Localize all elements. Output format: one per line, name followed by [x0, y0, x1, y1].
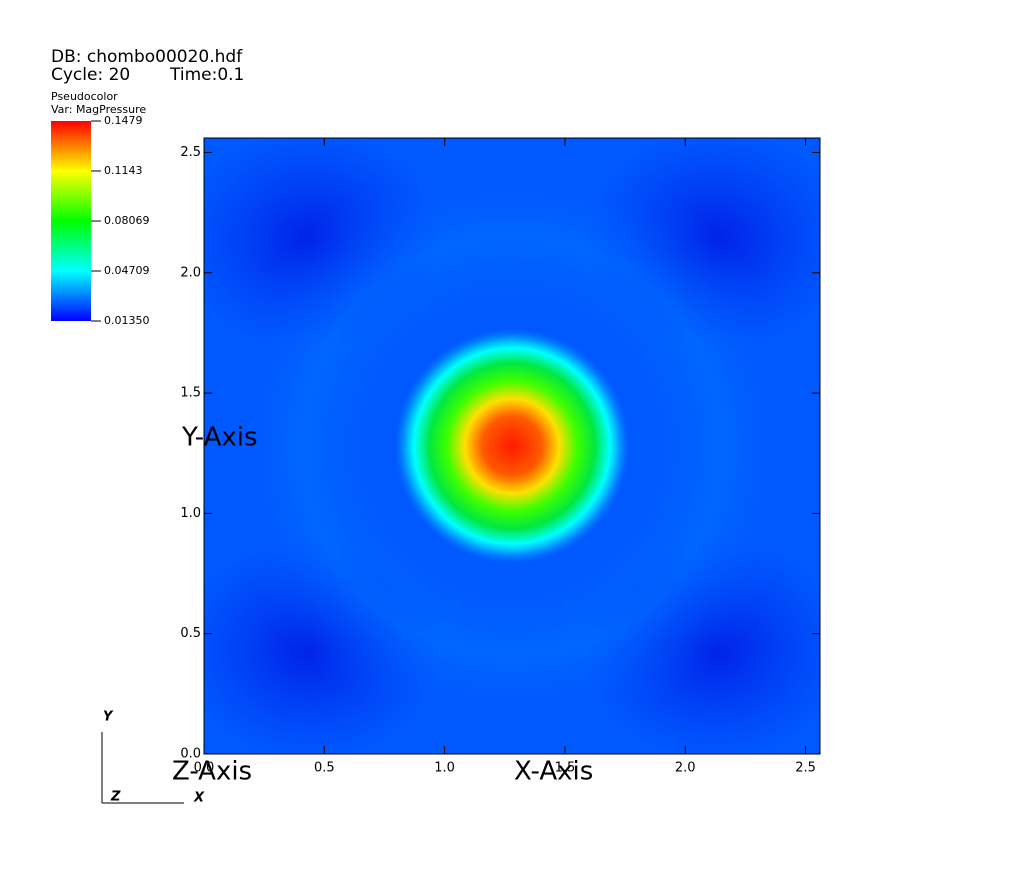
plot-frame: [203, 137, 821, 755]
triad-y: Y: [103, 710, 114, 725]
colorbar-tick-label: 0.1143: [104, 164, 143, 177]
y-tick-label: 1.5: [180, 386, 201, 401]
cycle-label: Cycle: 20: [51, 65, 130, 85]
x-tick-label: 1.5: [555, 761, 576, 776]
time-label: Time:0.1: [169, 65, 244, 85]
y-axis-label: Y-Axis: [181, 423, 258, 453]
triad-z: Z: [110, 790, 121, 805]
axis-triad: Y Z X: [101, 710, 205, 806]
triad-x: X: [193, 791, 205, 806]
colorbar: [51, 121, 91, 321]
colorbar-tick-label: 0.01350: [104, 314, 150, 327]
x-axis-label: X-Axis: [514, 757, 593, 787]
x-tick-label: 0.5: [314, 761, 335, 776]
x-tick-label: 0.0: [194, 761, 215, 776]
y-tick-label: 2.5: [180, 145, 201, 160]
y-tick-label: 2.0: [180, 265, 201, 280]
colorbar-tick-label: 0.08069: [104, 214, 150, 227]
field: [204, 138, 820, 754]
y-tick-label: 1.0: [180, 506, 201, 521]
y-tick-label: 0.5: [180, 626, 201, 641]
x-tick-label: 2.0: [675, 761, 696, 776]
colorbar-tick-label: 0.1479: [104, 114, 143, 127]
y-tick-label: 0.0: [180, 747, 201, 762]
colorbar-tick-label: 0.04709: [104, 264, 150, 277]
z-axis-label: Z-Axis: [172, 757, 252, 787]
plot-name: Pseudocolor: [51, 90, 118, 103]
x-tick-label: 2.5: [795, 761, 816, 776]
x-tick-label: 1.0: [434, 761, 455, 776]
variable-name: Var: MagPressure: [51, 103, 146, 116]
db-label: DB: chombo00020.hdf: [51, 47, 243, 67]
